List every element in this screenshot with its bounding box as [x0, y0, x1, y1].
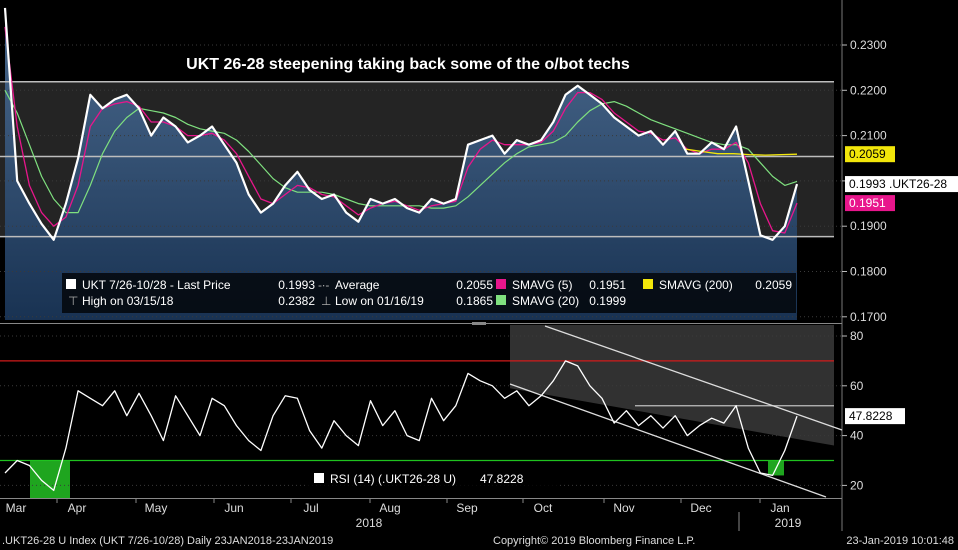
legend-label-low: Low on 01/16/19 — [335, 294, 424, 308]
series-rsi — [4, 360, 798, 492]
x-tick-label: Mar — [6, 501, 27, 515]
legend-label-average: Average — [335, 278, 380, 292]
x-tick-label: Nov — [613, 501, 634, 515]
year-label: 2019 — [775, 516, 802, 530]
footer-copyright: Copyright© 2019 Bloomberg Finance L.P. — [493, 535, 696, 547]
x-tick-label: May — [145, 501, 168, 515]
series-last-price — [3, 7, 799, 241]
rsi-oversold-shade-1 — [30, 460, 70, 498]
price-value-tag — [845, 146, 895, 163]
rsi-channel-box — [510, 325, 834, 446]
legend-swatch-sma20 — [496, 295, 506, 305]
legend-swatch-sma200 — [643, 279, 653, 289]
legend-box — [62, 273, 796, 313]
legend-value-average: 0.2055 — [456, 278, 493, 292]
rsi-legend-box — [308, 468, 558, 488]
rsi-tick-label: 60 — [850, 379, 864, 393]
price-value-tag-text: 0.1993 .UKT26-28 — [849, 177, 947, 191]
rsi-value-tag — [845, 408, 905, 425]
x-tick-label: Sep — [456, 501, 478, 515]
legend-value-sma20: 0.1999 — [589, 294, 626, 308]
x-tick-label: Oct — [534, 501, 553, 515]
legend-swatch-last — [66, 279, 76, 289]
legend-label-sma5: SMAVG (5) — [512, 278, 572, 292]
price-value-tag — [845, 176, 958, 193]
rsi-legend-label: RSI (14) (.UKT26-28 U) — [330, 472, 456, 486]
legend-value-high: 0.2382 — [278, 294, 315, 308]
chart-title: UKT 26-28 steepening taking back some of… — [186, 56, 630, 73]
price-area-fill — [5, 7, 797, 321]
rsi-legend-value: 47.8228 — [480, 472, 524, 486]
price-tick-label: 0.1800 — [850, 265, 887, 279]
price-tick-label: 0.2200 — [850, 83, 887, 97]
legend-marker-low: ⊥ — [321, 294, 331, 308]
series-smavg-20 — [4, 90, 798, 214]
x-tick-label: Dec — [690, 501, 711, 515]
legend-swatch-sma5 — [496, 279, 506, 289]
price-tick-label: 0.1900 — [850, 219, 887, 233]
legend-label-last: UKT 7/26-10/28 - Last Price — [82, 278, 231, 292]
legend-value-last: 0.1993 — [278, 278, 315, 292]
price-value-tag-text: 0.1951 — [849, 196, 886, 210]
legend-marker-average: -∙- — [318, 278, 329, 292]
rsi-channel-upper — [544, 325, 843, 431]
price-tick-label: 0.2300 — [850, 38, 887, 52]
price-value-tag-text: 0.2059 — [849, 147, 886, 161]
rsi-tick-label: 40 — [850, 429, 864, 443]
x-tick-label: Jun — [224, 501, 243, 515]
rsi-tick-label: 20 — [850, 478, 864, 492]
legend-value-low: 0.1865 — [456, 294, 493, 308]
footer-security-info: .UKT26-28 U Index (UKT 7/26-10/28) Daily… — [2, 535, 334, 547]
rsi-channel-lower — [509, 383, 827, 498]
footer-bar: .UKT26-28 U Index (UKT 7/26-10/28) Daily… — [0, 531, 958, 550]
x-tick-label: Apr — [68, 501, 87, 515]
x-tick-label: Aug — [379, 501, 400, 515]
legend-label-sma200: SMAVG (200) — [659, 278, 733, 292]
legend-value-sma5: 0.1951 — [589, 278, 626, 292]
legend-label-sma20: SMAVG (20) — [512, 294, 579, 308]
rsi-tick-label: 80 — [850, 329, 864, 343]
rsi-panel: RSI (14) (.UKT26-28 U) 47.8228 80 60 40 20 47.… — [0, 325, 905, 498]
legend-value-sma200: 0.2059 — [755, 278, 792, 292]
price-panel: UKT 26-28 steepening taking back some of… — [0, 0, 958, 531]
price-tick-label: 0.2100 — [850, 129, 887, 143]
price-value-tag — [845, 195, 895, 212]
rsi-value-tag-text: 47.8228 — [849, 409, 893, 423]
x-axis: Mar Apr May Jun Jul Aug Sep Oct Nov Dec Jan 2018 201… — [0, 498, 842, 531]
x-tick-label: Jul — [303, 501, 318, 515]
footer-timestamp: 23-Jan-2019 10:01:48 — [846, 535, 954, 547]
year-label: 2018 — [356, 516, 383, 530]
legend-label-high: High on 03/15/18 — [82, 294, 174, 308]
x-tick-label: Jan — [770, 501, 789, 515]
price-tick-label: 0.1700 — [850, 310, 887, 324]
legend-marker-high: ⊤ — [68, 294, 78, 308]
panel-resize-handle — [472, 322, 486, 325]
rsi-legend-swatch — [314, 473, 324, 483]
